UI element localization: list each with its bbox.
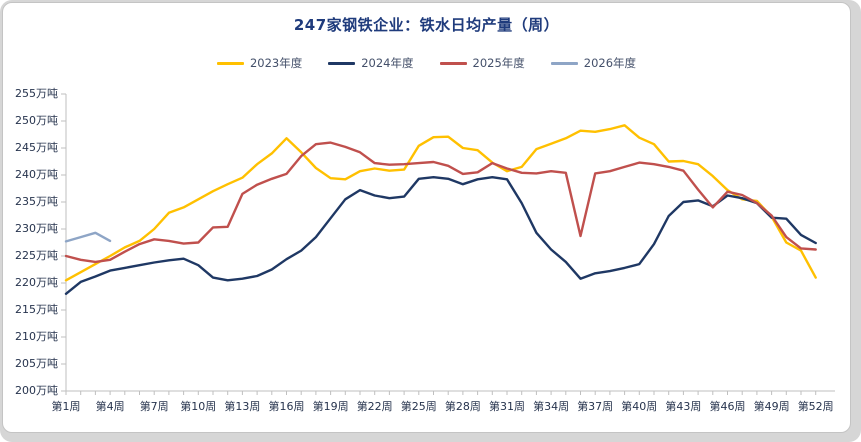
- line-chart-canvas: [61, 93, 835, 395]
- x-axis-tick-label: 第37周: [577, 400, 614, 413]
- x-axis-tick-label: 第46周: [709, 400, 746, 413]
- x-axis-tick-label: 第7周: [139, 400, 169, 413]
- x-axis-tick-label: 第1周: [51, 400, 81, 413]
- x-axis-tick-label: 第49周: [753, 400, 790, 413]
- y-axis-tick-label: 240万吨: [15, 168, 58, 181]
- y-axis-tick-label: 200万吨: [15, 384, 58, 397]
- x-axis-tick-label: 第16周: [268, 400, 305, 413]
- y-axis-tick-label: 215万吨: [15, 303, 58, 316]
- y-axis-tick-label: 250万吨: [15, 114, 58, 127]
- legend-item-2025: 2025年度: [439, 55, 525, 71]
- series-line-2025: [64, 141, 817, 264]
- x-axis-tick-label: 第43周: [665, 400, 702, 413]
- legend-line-swatch-2023: [216, 61, 244, 65]
- x-axis-tick-label: 第40周: [621, 400, 658, 413]
- x-axis-tick-label: 第4周: [95, 400, 125, 413]
- x-axis-tick-label: 第13周: [224, 400, 261, 413]
- legend-line-swatch-2026: [550, 61, 578, 65]
- y-axis-tick-label: 235万吨: [15, 195, 58, 208]
- legend-item-2024: 2024年度: [328, 55, 414, 71]
- legend-line-swatch-2025: [439, 61, 467, 65]
- legend-label-2024: 2024年度: [361, 56, 414, 70]
- y-axis-tick-label: 210万吨: [15, 330, 58, 343]
- series-line-2024: [64, 175, 817, 295]
- x-axis-tick-label: 第25周: [400, 400, 437, 413]
- legend-label-2026: 2026年度: [583, 56, 637, 70]
- legend: 2023年度 2024年度 2025年度 2026年度: [3, 55, 850, 71]
- plot-area: 255万吨 250万吨 245万吨 240万吨 235万吨 230万吨 225万吨 220万吨…: [3, 3, 850, 432]
- y-axis-tick-label: 220万吨: [15, 276, 58, 289]
- x-axis-tick-label: 第28周: [444, 400, 481, 413]
- legend-line-swatch-2024: [328, 61, 356, 65]
- x-axis-tick-label: 第34周: [533, 400, 570, 413]
- y-axis-tick-label: 225万吨: [15, 249, 58, 262]
- series-line-2023: [64, 124, 817, 282]
- x-axis-tick-label: 第19周: [312, 400, 349, 413]
- legend-item-2026: 2026年度: [550, 55, 637, 71]
- x-axis-tick-label: 第10周: [180, 400, 217, 413]
- legend-item-2023: 2023年度: [216, 55, 303, 71]
- y-axis-tick-label: 255万吨: [15, 87, 58, 100]
- legend-label-2025: 2025年度: [472, 56, 525, 70]
- y-axis-tick-label: 205万吨: [15, 357, 58, 370]
- legend-label-2023: 2023年度: [249, 56, 303, 70]
- series-line-2026: [64, 231, 112, 243]
- y-axis-tick-label: 245万吨: [15, 141, 58, 154]
- x-axis-tick-label: 第22周: [356, 400, 393, 413]
- chart-title: 247家钢铁企业：铁水日均产量（周）: [293, 16, 560, 34]
- chart-card: 247家钢铁企业：铁水日均产量（周） 2023年度 2024年度 2025年度 …: [2, 2, 851, 433]
- x-axis-tick-label: 第31周: [489, 400, 525, 413]
- x-axis-tick-label: 第52周: [797, 400, 834, 413]
- y-axis-tick-label: 230万吨: [15, 222, 58, 235]
